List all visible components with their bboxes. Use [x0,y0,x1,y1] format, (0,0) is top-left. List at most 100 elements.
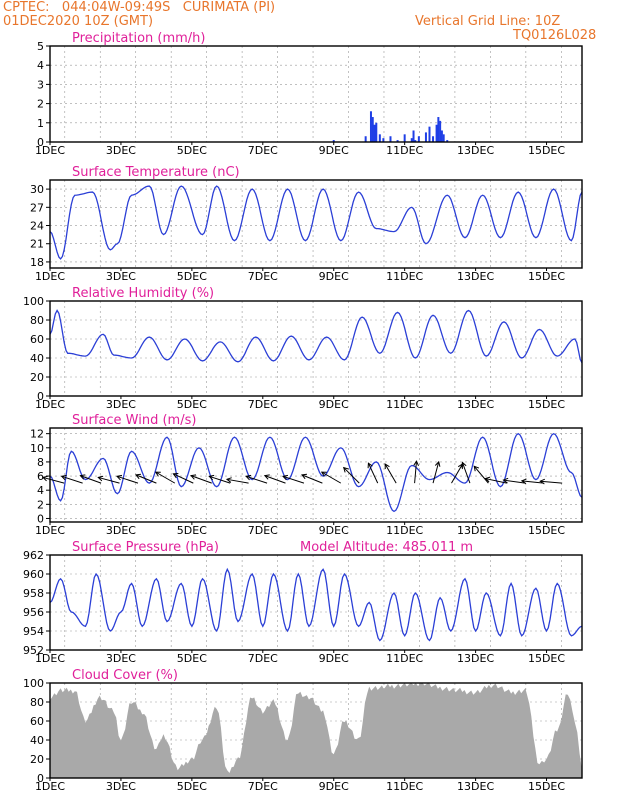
wind-arrow [540,480,563,484]
x-tick-label: 9DEC [319,398,349,411]
precip-bar [373,124,376,142]
wind-arrow-head [190,474,197,480]
x-tick-label: 15DEC [528,652,565,665]
wind-arrow-head [60,474,67,481]
precip-bar [364,136,367,142]
x-tick-label: 7DEC [248,398,278,411]
x-tick-label: 5DEC [177,524,207,537]
panel-frame [49,427,583,523]
wind-arrow [485,478,507,484]
wind-arrow [461,462,471,484]
precip-bar [435,124,438,142]
series-line [49,185,583,260]
precip-bar [432,136,435,142]
y-tick-label: 5 [37,40,44,53]
precip-bar [403,134,406,142]
precip-bar [371,117,374,142]
x-tick-label: 1DEC [35,144,65,157]
wind-arrow-head [172,473,179,479]
panel-title: Surface Pressure (hPa) [72,540,219,555]
y-tick-label: 0 [37,390,44,403]
y-tick-label: 954 [23,625,44,638]
x-tick-label: 1DEC [35,398,65,411]
wind-arrow-head [135,473,142,480]
wind-arrow [116,475,139,484]
x-tick-label: 7DEC [248,780,278,793]
precip-bar [439,120,442,142]
wind-arrow-head [282,474,289,481]
x-tick-label: 5DEC [177,270,207,283]
x-tick-label: 11DEC [386,652,423,665]
precip-bar [424,132,427,142]
y-tick-label: 100 [23,295,44,308]
y-tick-label: 4 [37,59,44,72]
wind-arrow [173,473,194,484]
precip-bar [437,117,440,142]
wind-arrow-head [263,474,270,480]
x-tick-label: 9DEC [319,780,349,793]
x-tick-label: 5DEC [177,652,207,665]
wind-arrow [521,480,544,484]
x-tick-label: 15DEC [528,398,565,411]
y-tick-label: 40 [30,734,44,747]
series-line [49,567,583,642]
x-tick-label: 9DEC [319,144,349,157]
station-line: CPTEC: 044:04W-09:49S CURIMATA (PI) [3,0,276,15]
y-tick-label: 2 [37,498,44,511]
precip-bar [382,138,385,142]
x-tick-label: 1DEC [35,652,65,665]
wind-arrow [321,471,342,484]
wind-arrow [209,475,231,484]
wind-arrow [384,463,397,484]
x-tick-label: 3DEC [106,780,136,793]
date-line: 01DEC2020 10Z (GMT) [3,14,154,29]
precip-bar [412,130,415,142]
x-tick-label: 15DEC [528,780,565,793]
x-tick-label: 3DEC [106,144,136,157]
y-tick-label: 20 [30,371,44,384]
y-tick-label: 18 [30,256,44,269]
wind-arrow-head [245,474,252,481]
y-tick-label: 3 [37,78,44,91]
y-tick-label: 8 [37,456,44,469]
wind-arrow-head [434,460,441,467]
wind-arrow [190,475,212,484]
wind-arrow [414,461,418,484]
wind-arrow-head [79,474,86,480]
precip-bar [396,140,399,142]
panel-frame [49,682,583,779]
panel-frame [49,554,583,651]
precip-bar [428,126,431,142]
wind-arrow [98,476,120,484]
x-tick-label: 3DEC [106,270,136,283]
wind-arrow-head [208,474,215,481]
wind-arrow [432,461,440,484]
panel-frame [49,300,583,397]
y-tick-label: 6 [37,470,44,483]
wind-arrow [155,471,176,484]
model-altitude: Model Altitude: 485.011 m [300,540,473,555]
y-tick-label: 40 [30,352,44,365]
x-tick-label: 15DEC [528,270,565,283]
x-tick-label: 5DEC [177,144,207,157]
grid-line-label: Vertical Grid Line: 10Z [415,14,561,29]
series-line [49,309,583,364]
y-tick-label: 958 [23,587,44,600]
wind-arrow-head [520,478,527,485]
y-tick-label: 10 [30,442,44,455]
x-tick-label: 9DEC [319,524,349,537]
x-tick-label: 1DEC [35,270,65,283]
precip-bar [369,111,372,142]
wind-arrow [473,465,489,484]
wind-arrow [301,474,323,484]
wind-arrow-head [473,465,480,472]
wind-arrow [343,467,360,484]
wind-arrow-head [301,473,308,480]
x-tick-label: 7DEC [248,144,278,157]
x-tick-label: 15DEC [528,524,565,537]
y-tick-label: 21 [30,238,44,251]
wind-arrow-head [367,462,373,469]
y-tick-label: 12 [30,428,44,441]
x-tick-label: 11DEC [386,144,423,157]
